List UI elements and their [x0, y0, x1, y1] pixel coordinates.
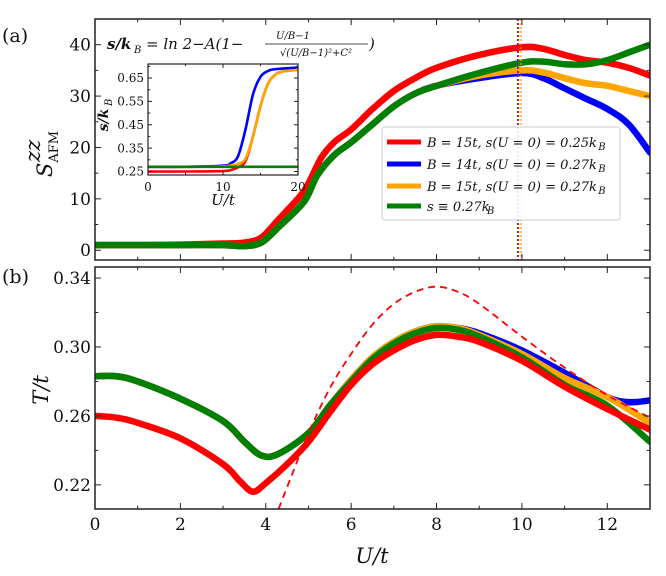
legend-item: B = 15t, s(U = 0) = 0.25k B — [387, 136, 606, 153]
series-line-007f00 — [95, 41, 650, 250]
svg-text:SAFM: SAFM — [33, 131, 62, 177]
inset-x-axis-title: U/t — [211, 191, 236, 209]
equation-lhs-sub: B — [133, 45, 141, 56]
y-axis-title-a-main: S — [33, 163, 57, 177]
series-line-ff0000 — [95, 331, 650, 496]
y-tick-label: 0.25 — [117, 165, 144, 179]
axes-frame — [94, 266, 651, 510]
labels: (a) (b) SAFM zz T/t U/t — [2, 25, 389, 568]
x-tick-label: 8 — [431, 515, 442, 535]
equation-rhs: = ln 2−A(1− — [146, 35, 243, 53]
x-tick-label: 10 — [511, 515, 533, 535]
y-tick-label: 0.26 — [53, 407, 91, 427]
legend-item: B = 15t, s(U = 0) = 0.27k B — [387, 180, 606, 197]
y-tick-label: 0.30 — [53, 338, 91, 358]
axes-frame — [94, 18, 651, 261]
x-tick-label: 10 — [215, 180, 230, 194]
y-tick-label: 30 — [69, 87, 91, 107]
series-line-ff0000-dashed — [277, 285, 650, 509]
legend-box — [381, 126, 621, 221]
panel-label-a: (a) — [2, 25, 28, 47]
x-tick-label: 2 — [175, 515, 186, 535]
y-tick-label: 0.65 — [117, 71, 144, 85]
x-tick-label: 12 — [596, 515, 618, 535]
legend-label-sub: B — [597, 142, 605, 153]
x-tick-label: 0 — [144, 180, 152, 194]
inset-y-axis-title-text: s/k — [96, 108, 112, 131]
y-tick-label: 0.45 — [117, 118, 144, 132]
y-tick-label: 40 — [69, 36, 91, 56]
legend: B = 15t, s(U = 0) = 0.25k BB = 14t, s(U =… — [381, 126, 621, 221]
equation-annotation: s/k B = ln 2−A(1− U/B−1 √(U/B−1)²+C²) — [107, 31, 375, 59]
x-tick-label: 0 — [90, 515, 101, 535]
legend-item: B = 14t, s(U = 0) = 0.27k B — [387, 158, 606, 175]
y-axis-title-a-sup: zz — [21, 139, 45, 163]
y-tick-label: 0 — [80, 241, 91, 261]
plot-background — [148, 64, 298, 175]
legend-label-sub: B — [597, 164, 605, 175]
equation-close: ) — [368, 35, 375, 53]
equation-numerator: U/B−1 — [276, 31, 310, 42]
series-line-ff0000 — [95, 43, 650, 249]
legend-label: s ≡ 0.27k — [427, 200, 490, 215]
y-tick-label: 10 — [69, 190, 91, 210]
inset-y-axis-title-sub: B — [104, 99, 115, 107]
y-tick-label: 0.22 — [53, 476, 91, 496]
equation-lhs: s/k — [107, 35, 131, 53]
legend-label-sub: B — [486, 206, 494, 217]
x-tick-label: 20 — [290, 180, 305, 194]
inset-plot: 0.25 0.35 0.45 0.55 0.65 0 10 20 U/t s/kB — [96, 63, 306, 209]
x-tick-label: 4 — [260, 515, 271, 535]
panel-b: 0.22 0.26 0.30 0.34 0 2 4 6 8 10 12 — [53, 266, 651, 535]
equation-denominator: √(U/B−1)²+C² — [280, 48, 352, 59]
y-axis-title-b: T/t — [29, 375, 53, 405]
y-axis-title-a: SAFM zz — [21, 131, 62, 177]
inset-y-axis-title: s/kB — [96, 99, 115, 132]
legend-label: B = 14t, s(U = 0) = 0.27k — [426, 158, 597, 173]
y-tick-label: 20 — [69, 138, 91, 158]
legend-label: B = 15t, s(U = 0) = 0.27k — [426, 180, 597, 195]
legend-label: B = 15t, s(U = 0) = 0.25k — [426, 136, 597, 151]
panel-label-b: (b) — [2, 266, 29, 288]
y-tick-label: 0.35 — [117, 141, 144, 155]
y-tick-label: 0.55 — [117, 95, 144, 109]
y-tick-label: 0.34 — [53, 269, 91, 289]
x-tick-label: 6 — [346, 515, 357, 535]
legend-label-sub: B — [597, 186, 605, 197]
x-axis-title: U/t — [355, 544, 389, 568]
y-axis-title-a-sub: AFM — [47, 131, 62, 164]
